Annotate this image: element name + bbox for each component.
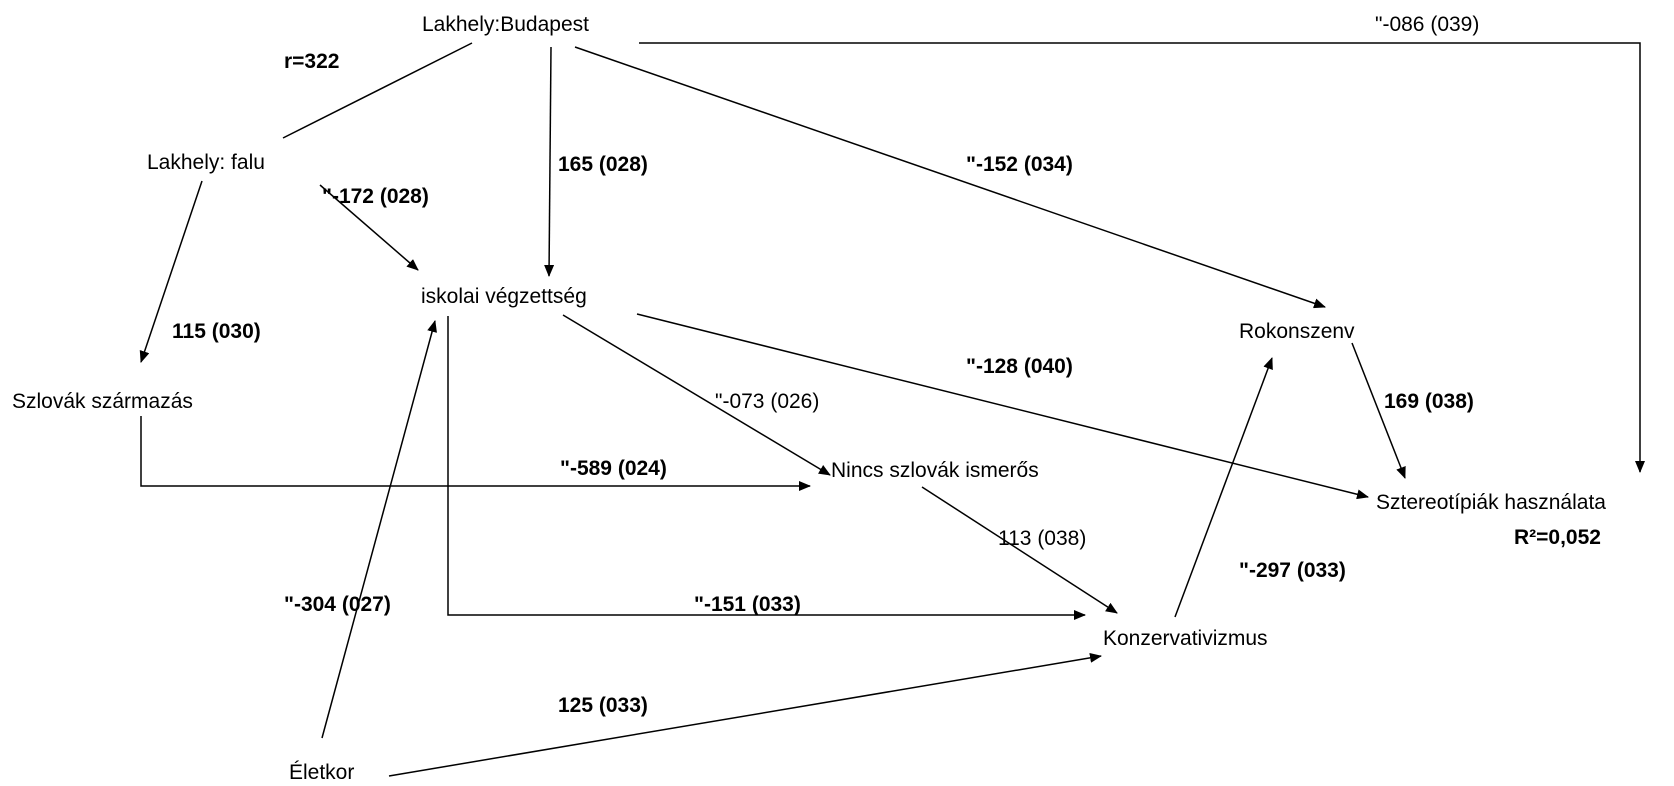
edge-budapest-rokonszenv (574, 46, 1326, 309)
edge-iskolai-konzerv (447, 316, 1086, 620)
label-r-squared: R²=0,052 (1514, 526, 1601, 549)
label-nincs-konzerv: 113 (038) (998, 527, 1086, 550)
edge-konzerv-rokonszenv (1174, 357, 1273, 618)
label-szlovak-nincs: "-589 (024) (560, 457, 667, 480)
node-rokonszenv: Rokonszenv (1239, 320, 1355, 343)
edge-budapest-sztereo (639, 42, 1645, 473)
label-iskolai-nincs: "-073 (026) (715, 390, 819, 413)
node-konzervativizmus: Konzervativizmus (1103, 627, 1268, 650)
label-falu-szlovak: 115 (030) (172, 320, 261, 343)
edge-nincs-konzerv (921, 486, 1118, 614)
node-sztereotipiak-hasznalata: Sztereotípiák használata (1376, 491, 1606, 514)
label-budapest-rokonszenv: "-152 (034) (966, 153, 1073, 176)
edge-falu-iskolai (319, 184, 419, 271)
node-nincs-szlovak-ismeros: Nincs szlovák ismerős (831, 459, 1039, 482)
node-szlovak-szarmazas: Szlovák származás (12, 390, 193, 413)
edge-budapest-iskolai (544, 46, 555, 277)
label-budapest-sztereo: "-086 (039) (1375, 13, 1479, 36)
label-falu-iskolai: "-172 (028) (322, 185, 429, 208)
label-rokonszenv-sztereo: 169 (038) (1384, 390, 1474, 413)
node-lakhely-falu: Lakhely: falu (147, 151, 265, 174)
edge-szlovak-nincs (140, 416, 811, 491)
edge-iskolai-nincs (562, 314, 831, 476)
label-eletkor-iskolai: "-304 (027) (284, 593, 391, 616)
node-lakhely-budapest: Lakhely:Budapest (422, 13, 589, 36)
edge-budapest-falu-correlation (282, 42, 473, 139)
label-iskolai-sztereo: "-128 (040) (966, 355, 1073, 378)
node-iskolai-vegzettseg: iskolai végzettség (421, 285, 587, 308)
label-r: r=322 (284, 50, 339, 73)
edge-eletkor-konzerv (388, 652, 1102, 777)
label-budapest-iskolai: 165 (028) (558, 153, 648, 176)
label-konzerv-rokonszenv: "-297 (033) (1239, 559, 1346, 582)
label-eletkor-konzerv: 125 (033) (558, 694, 648, 717)
edge-iskolai-sztereo (636, 313, 1369, 500)
edge-eletkor-iskolai (321, 320, 437, 739)
label-iskolai-konzerv: "-151 (033) (694, 593, 801, 616)
edge-rokonszenv-sztereo (1351, 342, 1406, 479)
edge-falu-szlovak (139, 180, 203, 363)
node-eletkor: Életkor (289, 761, 354, 784)
